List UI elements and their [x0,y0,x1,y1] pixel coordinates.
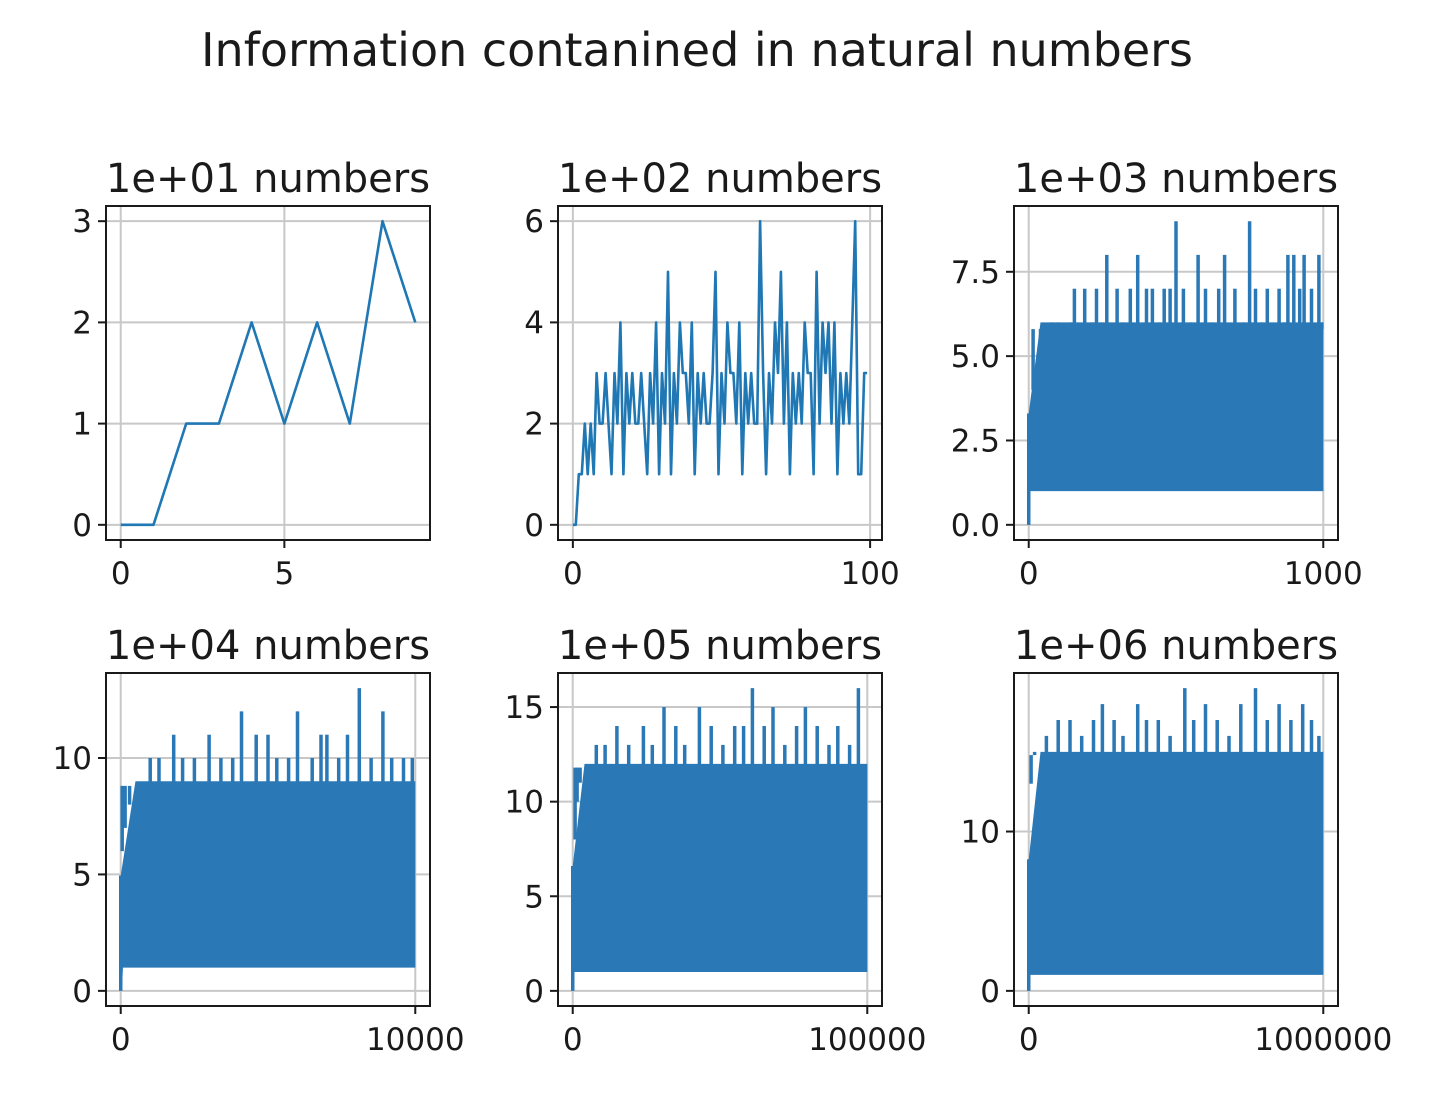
axes-frame [557,205,883,541]
x-tick-label: 0 [563,1022,583,1058]
subplot-2: 0 100 0 2 4 6 1e+02 numbers [524,156,899,592]
subplot-title: 1e+05 numbers [558,623,882,669]
x-tick-label: 1000 [1284,556,1363,592]
plot-area [118,688,416,991]
y-tick-label: 2.5 [951,423,1000,459]
y-tick-label: 0 [72,974,92,1010]
data-band [1028,751,1324,991]
plot-area [570,688,868,991]
y-tick-label: 5 [72,857,92,893]
axes-frame [1013,672,1339,1007]
x-tick-label: 0 [111,1022,131,1058]
x-tick-label: 10000 [366,1022,465,1058]
y-tick-label: 5.0 [951,339,1000,375]
x-tick-label: 100 [841,556,900,592]
y-tick-label: 10 [505,785,544,821]
subplot-5: 0 100000 0 5 10 15 1e+05 numbers [505,623,927,1058]
subplot-title: 1e+06 numbers [1014,623,1338,669]
subplot-1: 0 5 0 1 2 3 1e+01 numbers [72,156,431,592]
y-tick-label: 10 [961,815,1000,851]
axes-frame [105,672,431,1007]
plot-area [1026,221,1324,525]
y-tick-label: 10 [53,741,92,777]
y-tick-label: 5 [524,879,544,915]
figure-title: Information contanined in natural number… [201,23,1193,77]
subplot-title: 1e+01 numbers [106,156,430,202]
y-tick-label: 0 [980,974,1000,1010]
y-tick-label: 0 [524,974,544,1010]
subplot-title: 1e+03 numbers [1014,156,1338,202]
x-tick-label: 0 [1019,556,1039,592]
y-tick-label: 6 [524,204,544,240]
y-tick-label: 2 [524,407,544,443]
axes-frame [105,205,431,541]
data-band [120,781,416,991]
y-tick-label: 1 [72,407,92,443]
y-tick-label: 0 [524,508,544,544]
subplot-4: 0 10000 0 5 10 1e+04 numbers [53,623,465,1058]
subplot-6: 0 1000000 0 10 1e+06 numbers [961,623,1393,1058]
axes-frame [1013,205,1339,541]
data-line [120,219,417,527]
plot-area [1026,688,1324,991]
subplot-title: 1e+02 numbers [558,156,882,202]
subplot-title: 1e+04 numbers [106,623,430,669]
data-band [572,763,868,991]
y-tick-label: 3 [72,204,92,240]
x-tick-label: 1000000 [1254,1022,1392,1058]
data-line [572,219,868,527]
y-tick-label: 4 [524,305,544,341]
y-tick-label: 2 [72,305,92,341]
y-tick-label: 15 [505,690,544,726]
plot-area [572,219,868,527]
x-tick-label: 0 [563,556,583,592]
x-tick-label: 0 [1019,1022,1039,1058]
subplot-3: 0 1000 0.0 2.5 5.0 7.5 1e+03 numbers [951,156,1363,592]
x-tick-label: 5 [274,556,294,592]
data-band [1028,322,1324,525]
y-tick-label: 0.0 [951,508,1000,544]
plot-area [120,219,417,527]
axes-frame [557,672,883,1007]
y-tick-label: 7.5 [951,255,1000,291]
x-tick-label: 100000 [808,1022,926,1058]
x-tick-label: 0 [111,556,131,592]
y-tick-label: 0 [72,508,92,544]
